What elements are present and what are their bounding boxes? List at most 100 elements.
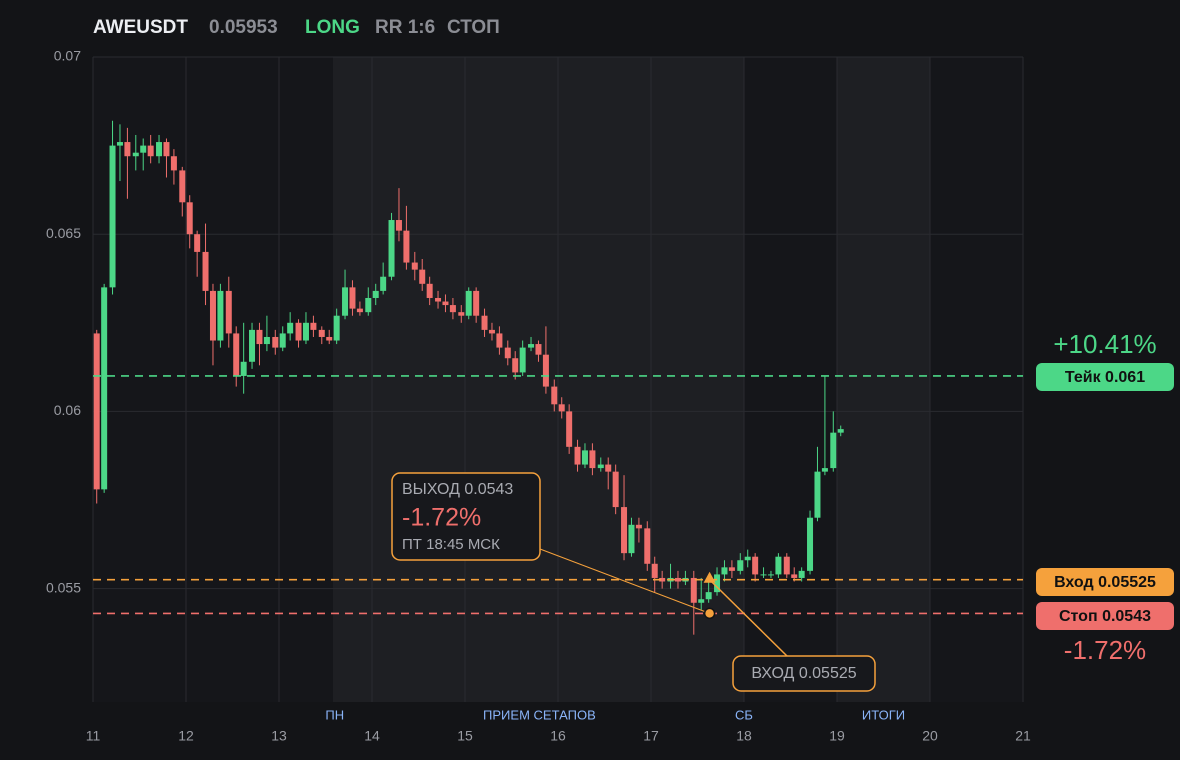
- price: 0.05953: [209, 17, 278, 38]
- candle-body: [535, 344, 542, 355]
- y-tick-label: 0.06: [54, 402, 81, 418]
- x-tick-label: 14: [364, 728, 380, 744]
- candle-body: [217, 290, 224, 341]
- candle-body: [179, 170, 186, 203]
- risk-reward: RR 1:6: [375, 17, 435, 38]
- y-tick-label: 0.055: [46, 579, 81, 595]
- candle-body: [705, 592, 712, 600]
- candle-body: [372, 290, 379, 298]
- candle-body: [488, 329, 495, 334]
- candle-body: [395, 220, 402, 231]
- session-label: ИТОГИ: [862, 707, 905, 722]
- candle-body: [737, 560, 744, 571]
- candle-body: [644, 528, 651, 564]
- candle-body: [512, 358, 519, 373]
- side: LONG: [305, 17, 360, 38]
- candle-body: [310, 322, 317, 330]
- level-change: -1.72%: [1064, 635, 1146, 665]
- candle-body: [496, 333, 503, 348]
- candle-body: [263, 336, 270, 345]
- exit-box: [391, 472, 541, 561]
- candle-body: [326, 336, 333, 341]
- x-tick-label: 11: [86, 728, 101, 744]
- exit-marker: [703, 607, 716, 620]
- x-tick-label: 19: [829, 728, 845, 744]
- exit-title: ВЫХОД 0.0543: [402, 481, 513, 498]
- candle-body: [574, 446, 581, 465]
- candle-body: [140, 145, 147, 153]
- candle-body: [272, 336, 279, 348]
- candle-body: [597, 464, 604, 469]
- candle-body: [449, 305, 456, 313]
- candle-body: [566, 411, 573, 447]
- candle-body: [621, 507, 628, 554]
- exit-result: -1.72%: [402, 504, 481, 532]
- candle-body: [821, 468, 828, 472]
- candle-body: [101, 287, 108, 490]
- level-change: +10.41%: [1053, 329, 1156, 359]
- candle-body: [163, 142, 170, 157]
- candle-body: [109, 145, 116, 288]
- candle-body: [124, 142, 131, 157]
- candle-body: [659, 577, 666, 582]
- candle-body: [202, 251, 209, 291]
- candle-body: [302, 322, 309, 341]
- candle-body: [287, 322, 294, 334]
- x-tick-label: 20: [922, 728, 938, 744]
- candle-body: [612, 471, 619, 508]
- candle-body: [435, 297, 442, 302]
- candle-body: [721, 567, 728, 575]
- candle-body: [837, 429, 844, 433]
- candle-body: [519, 347, 526, 373]
- candle-body: [356, 308, 363, 313]
- candle-body: [465, 290, 472, 316]
- session-label: ПН: [325, 707, 344, 722]
- candle-body: [504, 347, 511, 359]
- candle-body: [240, 361, 247, 376]
- candle-body: [744, 556, 751, 561]
- candle-body: [411, 262, 418, 270]
- candle-body: [458, 312, 465, 316]
- candle-body: [589, 450, 596, 469]
- candle-body: [807, 517, 814, 571]
- candle-body: [558, 404, 565, 412]
- candle-body: [528, 344, 535, 348]
- x-tick-label: 18: [736, 728, 752, 744]
- candle-body: [635, 524, 642, 529]
- candle-body: [798, 570, 805, 578]
- candle-body: [690, 577, 697, 603]
- candle-body: [674, 577, 681, 582]
- candle-body: [581, 450, 588, 465]
- candle-body: [698, 599, 705, 603]
- candle-body: [295, 322, 302, 341]
- candle-body: [783, 556, 790, 575]
- entry-box: [732, 655, 876, 692]
- candle-body: [403, 230, 410, 263]
- symbol: AWEUSDT: [93, 17, 188, 38]
- candle-body: [775, 556, 782, 575]
- candle-body: [628, 524, 635, 554]
- candle-body: [767, 574, 774, 576]
- y-tick-label: 0.07: [54, 48, 81, 64]
- candle-body: [605, 464, 612, 472]
- candle-body: [365, 297, 372, 313]
- candle-body: [380, 276, 387, 291]
- candle-body: [442, 301, 449, 306]
- level-tag: [1036, 363, 1174, 391]
- candle-body: [542, 354, 549, 387]
- candle-body: [419, 269, 426, 284]
- candle-body: [814, 471, 821, 518]
- candle-body: [426, 283, 433, 298]
- candle-body: [830, 432, 837, 469]
- candle-body: [791, 574, 798, 578]
- candle-body: [651, 563, 658, 578]
- connector: [539, 548, 710, 614]
- candle-body: [225, 290, 232, 334]
- candle-body: [728, 567, 735, 571]
- candle-body: [147, 145, 154, 157]
- candle-body: [318, 329, 325, 337]
- candle-body: [342, 287, 349, 316]
- level-label: Тейк 0.061: [1065, 369, 1145, 386]
- candle-body: [170, 156, 177, 171]
